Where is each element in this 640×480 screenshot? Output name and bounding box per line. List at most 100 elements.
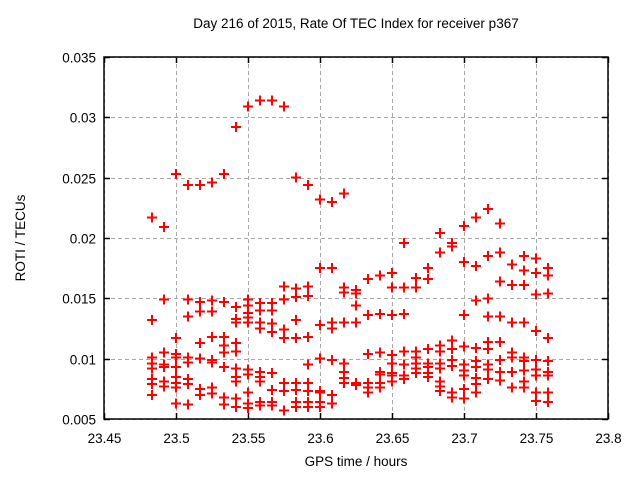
data-point bbox=[543, 356, 553, 366]
data-point bbox=[423, 344, 433, 354]
data-point bbox=[375, 369, 385, 380]
chart-title: Day 216 of 2015, Rate Of TEC Index for r… bbox=[193, 16, 518, 31]
data-point bbox=[435, 363, 445, 374]
data-point bbox=[459, 310, 469, 320]
data-point bbox=[231, 393, 241, 404]
data-point bbox=[207, 388, 217, 399]
data-point bbox=[531, 253, 541, 264]
data-point bbox=[435, 228, 445, 238]
x-tick-label: 23.7 bbox=[451, 431, 477, 446]
data-point bbox=[471, 387, 481, 398]
data-point bbox=[471, 295, 481, 306]
data-point bbox=[279, 281, 289, 292]
plot-border bbox=[103, 56, 609, 420]
data-point bbox=[471, 343, 481, 353]
data-point bbox=[447, 344, 457, 354]
data-point bbox=[351, 288, 361, 299]
data-point bbox=[471, 379, 481, 389]
data-point bbox=[315, 353, 325, 364]
data-point bbox=[183, 379, 193, 389]
data-point bbox=[399, 359, 409, 370]
data-point bbox=[255, 400, 265, 411]
data-point bbox=[471, 261, 481, 271]
data-point bbox=[267, 305, 277, 316]
x-tick-label: 23.55 bbox=[232, 431, 266, 446]
data-point bbox=[339, 378, 349, 388]
data-point bbox=[543, 270, 553, 281]
data-point bbox=[375, 382, 385, 393]
data-point bbox=[231, 338, 241, 348]
data-point bbox=[399, 346, 409, 357]
data-point bbox=[411, 273, 421, 283]
data-point bbox=[447, 241, 457, 252]
data-point bbox=[219, 347, 229, 358]
data-point bbox=[267, 95, 277, 106]
data-point bbox=[267, 385, 277, 395]
data-point bbox=[159, 222, 169, 232]
y-tick-label: 0.01 bbox=[70, 353, 96, 368]
data-point bbox=[531, 370, 541, 381]
data-point bbox=[243, 101, 253, 112]
data-point bbox=[219, 169, 229, 179]
data-point bbox=[291, 333, 301, 343]
data-point bbox=[399, 374, 409, 384]
data-point bbox=[375, 309, 385, 319]
data-point bbox=[267, 318, 277, 329]
data-point bbox=[459, 370, 469, 381]
data-point bbox=[327, 398, 337, 409]
data-point bbox=[483, 364, 493, 375]
data-point bbox=[231, 122, 241, 132]
data-point bbox=[519, 265, 529, 276]
data-point bbox=[471, 362, 481, 372]
data-point bbox=[519, 356, 529, 366]
data-point bbox=[207, 332, 217, 342]
x-tick-label: 23.75 bbox=[520, 431, 554, 446]
data-point bbox=[315, 320, 325, 330]
data-point bbox=[507, 367, 517, 377]
data-point bbox=[495, 276, 505, 287]
y-tick-label: 0.035 bbox=[62, 51, 96, 66]
data-point bbox=[411, 368, 421, 378]
data-point bbox=[339, 317, 349, 328]
y-axis-label: ROTI / TECUs bbox=[13, 194, 28, 281]
data-point bbox=[231, 346, 241, 357]
data-point bbox=[435, 386, 445, 396]
data-point bbox=[339, 358, 349, 369]
data-point bbox=[459, 393, 469, 404]
data-point bbox=[243, 369, 253, 380]
x-tick-label: 23.45 bbox=[88, 431, 122, 446]
data-point bbox=[495, 367, 505, 377]
data-point bbox=[219, 332, 229, 342]
data-point bbox=[195, 180, 205, 190]
data-point bbox=[387, 350, 397, 360]
data-point bbox=[459, 221, 469, 231]
data-point bbox=[459, 384, 469, 394]
data-point bbox=[483, 293, 493, 304]
data-point bbox=[243, 317, 253, 328]
data-point bbox=[267, 327, 277, 337]
data-point bbox=[327, 263, 337, 273]
data-point bbox=[363, 349, 373, 359]
x-tick-label: 23.8 bbox=[595, 431, 621, 446]
data-point bbox=[471, 212, 481, 223]
data-point bbox=[399, 309, 409, 319]
data-point bbox=[303, 332, 313, 342]
data-point bbox=[339, 287, 349, 298]
x-tick-label: 23.6 bbox=[307, 431, 333, 446]
data-point bbox=[147, 379, 157, 389]
data-point bbox=[267, 368, 277, 378]
data-point bbox=[303, 180, 313, 190]
data-point bbox=[459, 341, 469, 352]
x-tick-label: 23.5 bbox=[163, 431, 189, 446]
data-point bbox=[531, 355, 541, 365]
data-point bbox=[507, 280, 517, 290]
data-point bbox=[531, 396, 541, 406]
data-point bbox=[375, 347, 385, 358]
data-point bbox=[279, 386, 289, 396]
data-point bbox=[339, 188, 349, 199]
data-point bbox=[171, 169, 181, 179]
data-point bbox=[159, 381, 169, 392]
data-point bbox=[207, 357, 217, 368]
data-point bbox=[147, 315, 157, 325]
